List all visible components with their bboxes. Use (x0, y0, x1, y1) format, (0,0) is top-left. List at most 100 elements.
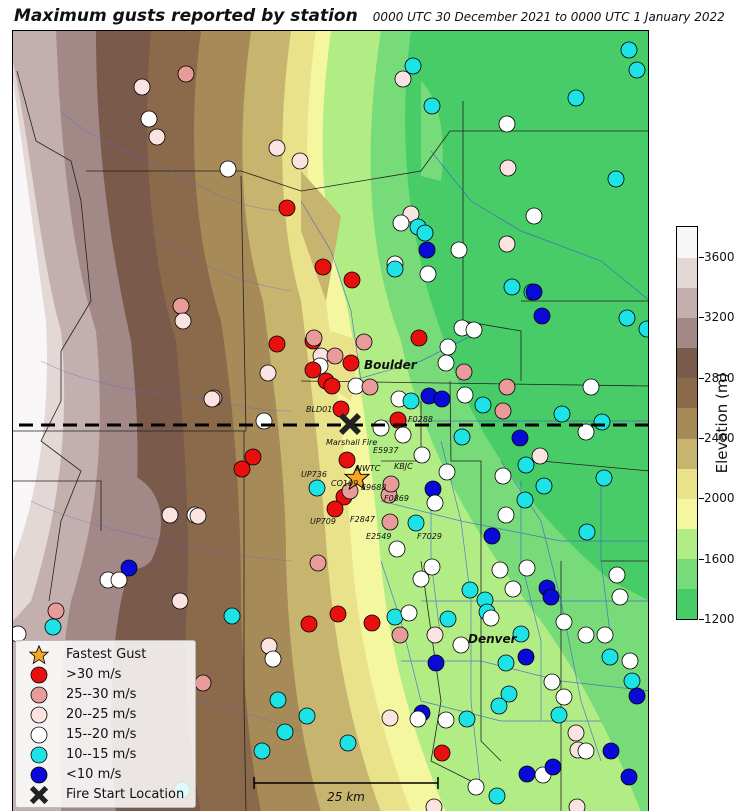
legend-item-25-30: 25--30 m/s (26, 685, 136, 704)
colorbar-tick-label: 2000 (704, 491, 735, 506)
station-marker (517, 456, 535, 474)
fire-start-cross (339, 413, 361, 435)
station-marker (402, 392, 420, 410)
circle-marker-icon (26, 745, 52, 764)
station-marker (305, 329, 323, 347)
station-markers (13, 41, 648, 811)
station-marker (189, 507, 207, 525)
station-marker (535, 477, 553, 495)
colorbar-tick-label: 2800 (704, 370, 735, 385)
colorbar-segment (677, 468, 697, 499)
station-marker (47, 602, 65, 620)
station-marker (268, 335, 286, 353)
station-marker (326, 347, 344, 365)
station-marker (577, 626, 595, 644)
station-marker (517, 648, 535, 666)
station-marker (404, 57, 422, 75)
station-marker (500, 685, 518, 703)
station-marker (439, 610, 457, 628)
station-marker (300, 615, 318, 633)
circle-marker-icon (26, 665, 52, 684)
station-marker (309, 554, 327, 572)
station-marker (386, 608, 404, 626)
station-marker (381, 709, 399, 727)
station-marker (219, 160, 237, 178)
station-marker (110, 571, 128, 589)
station-marker (392, 214, 410, 232)
colorbar-segment (677, 287, 697, 318)
station-marker (433, 744, 451, 762)
station-marker (341, 482, 359, 500)
station-label: F2847 (350, 515, 376, 524)
legend-label: Fire Start Location (66, 787, 185, 802)
station-marker (602, 742, 620, 760)
legend-item-lt10: <10 m/s (26, 765, 121, 784)
station-marker (133, 78, 151, 96)
station-marker (458, 710, 476, 728)
road-lines (300, 150, 648, 792)
place-labels: Boulder Denver Marshall Fire (326, 358, 518, 646)
station-marker (498, 378, 516, 396)
station-label: BLD01 (306, 405, 332, 414)
legend-item-10-15: 10--15 m/s (26, 745, 136, 764)
station-marker (381, 513, 399, 531)
station-marker (511, 429, 529, 447)
legend-label: >30 m/s (66, 667, 122, 682)
place-label-boulder: Boulder (364, 358, 418, 372)
station-marker (223, 607, 241, 625)
scale-bar: 25 km (253, 777, 439, 804)
station-labels: BLD01 F0288 E5937 NWTC KBJC UP736 CO109 … (301, 405, 442, 541)
colorbar-tick (699, 257, 704, 259)
station-marker (490, 697, 508, 715)
station-marker (276, 723, 294, 741)
colorbar-segment (677, 347, 697, 379)
legend-label: 10--15 m/s (66, 747, 137, 762)
station-label: NWTC (356, 464, 381, 473)
station-marker (494, 467, 512, 485)
station-marker (342, 354, 360, 372)
station-marker (361, 378, 379, 396)
station-marker (620, 768, 638, 786)
circle-marker-icon (26, 725, 52, 744)
station-marker (394, 426, 412, 444)
station-marker (177, 65, 195, 83)
station-marker (628, 61, 646, 79)
station-marker (628, 687, 646, 705)
circle-marker-icon (26, 765, 52, 784)
colorbar-tick (699, 377, 704, 379)
legend-label: 15--20 m/s (66, 727, 137, 742)
map-area: Boulder Denver Marshall Fire BLD01 F0288… (12, 30, 649, 811)
station-marker (140, 110, 158, 128)
station-marker (391, 626, 409, 644)
station-marker (44, 618, 62, 636)
station-marker (329, 605, 347, 623)
circle-marker-icon (26, 705, 52, 724)
station-marker (491, 561, 509, 579)
station-marker (426, 494, 444, 512)
station-marker (568, 798, 586, 811)
legend-item-20-25: 20--25 m/s (26, 705, 136, 724)
colorbar-tick (699, 438, 704, 440)
station-marker (308, 479, 326, 497)
station-marker (498, 235, 516, 253)
station-marker (439, 338, 457, 356)
station-marker (332, 400, 350, 418)
station-marker (410, 329, 428, 347)
elevation-colorbar (676, 226, 698, 620)
station-marker (461, 581, 479, 599)
station-marker (618, 309, 636, 327)
station-label: E2549 (366, 532, 391, 541)
station-marker (363, 614, 381, 632)
station-marker (474, 396, 492, 414)
colorbar-title: Elevation (m) (713, 372, 731, 474)
station-label: CO109 (331, 479, 358, 488)
legend-label: 20--25 m/s (66, 707, 137, 722)
station-marker (418, 241, 436, 259)
station-marker (497, 506, 515, 524)
colorbar-segment (677, 588, 697, 620)
place-label-denver: Denver (468, 632, 518, 646)
station-marker (577, 423, 595, 441)
station-marker (298, 707, 316, 725)
station-marker (483, 527, 501, 545)
station-marker (518, 559, 536, 577)
